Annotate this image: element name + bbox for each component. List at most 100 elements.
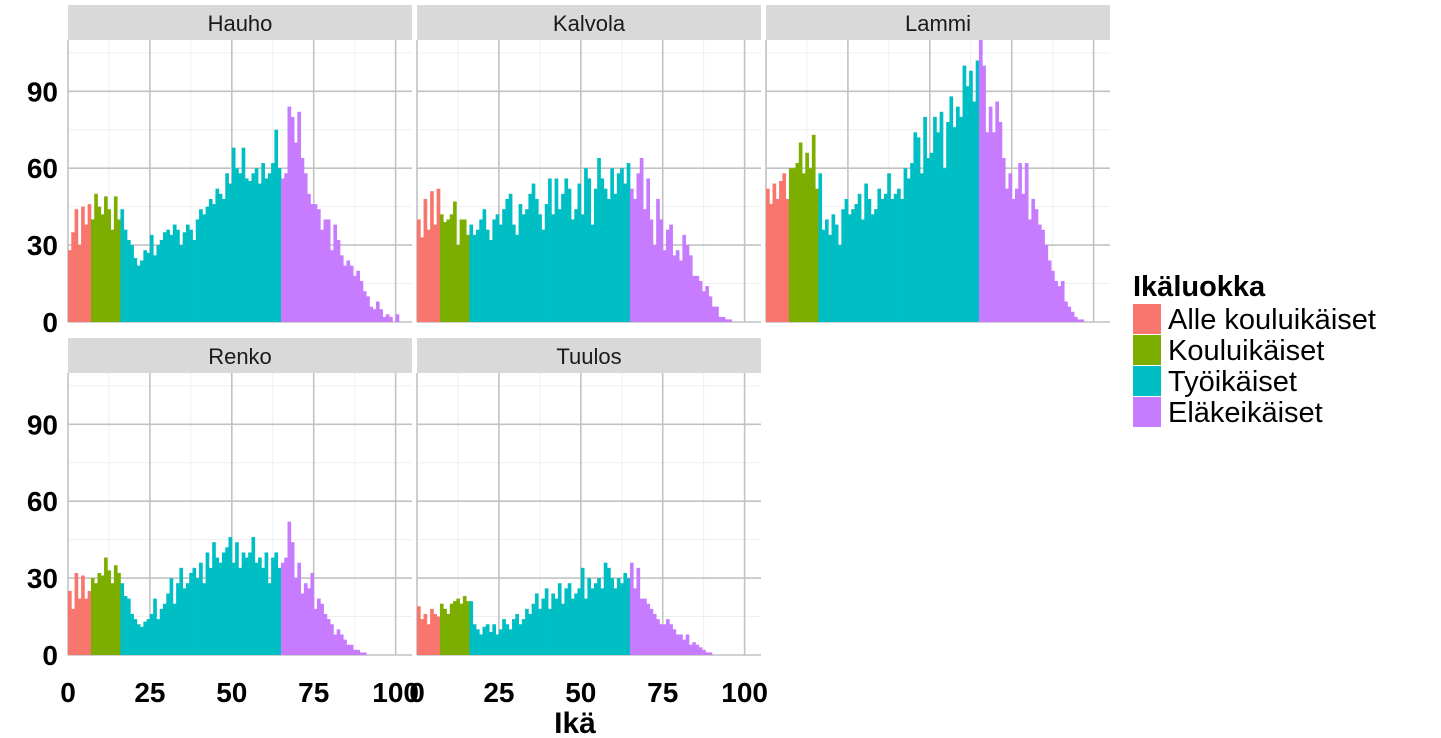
facet-strip: [68, 338, 412, 373]
histogram-bar: [512, 224, 516, 322]
histogram-bar: [238, 567, 243, 655]
histogram-bar: [528, 613, 533, 655]
histogram-bar: [310, 572, 315, 655]
histogram-bar: [218, 562, 223, 655]
histogram-bar: [323, 219, 328, 322]
histogram-bar: [375, 301, 380, 322]
histogram-bar: [277, 567, 282, 655]
histogram-bar: [975, 60, 980, 322]
legend-item-label: Kouluikäiset: [1168, 335, 1324, 367]
histogram-bar: [544, 588, 549, 655]
histogram-bar: [782, 173, 787, 322]
histogram-bar: [202, 214, 206, 322]
histogram-bar: [795, 163, 800, 322]
histogram-bar: [613, 588, 618, 655]
legend-swatch: [1133, 304, 1161, 334]
histogram-bar: [303, 173, 308, 322]
histogram-bar: [123, 229, 128, 322]
histogram-bar: [330, 624, 334, 655]
histogram-bar: [679, 634, 683, 655]
histogram-bar: [838, 245, 842, 322]
histogram-bar: [779, 181, 783, 322]
histogram-bar: [436, 616, 441, 655]
histogram-bar: [636, 173, 641, 322]
histogram-bar: [241, 147, 246, 322]
histogram-bar: [867, 198, 872, 322]
x-tick-label: 0: [409, 677, 425, 708]
histogram-bar: [433, 224, 438, 322]
histogram-bar: [561, 603, 565, 655]
histogram-bar: [185, 224, 190, 322]
histogram-bar: [942, 168, 947, 322]
histogram-bar: [815, 188, 819, 322]
histogram-bar: [439, 603, 444, 655]
histogram-bar: [143, 621, 148, 655]
histogram-bar: [805, 152, 809, 322]
histogram-bar: [267, 583, 272, 655]
histogram-bar: [531, 603, 536, 655]
histogram-bar: [199, 562, 203, 655]
histogram-bar: [264, 552, 269, 655]
histogram-bar: [333, 634, 338, 655]
histogram-bar: [271, 557, 275, 655]
histogram-bar: [808, 168, 813, 322]
histogram-bar: [343, 639, 347, 655]
histogram-bar: [649, 219, 654, 322]
histogram-bar: [117, 219, 121, 322]
histogram-bar: [854, 204, 859, 322]
x-tick-label: 50: [565, 677, 596, 708]
histogram-bar: [495, 214, 500, 322]
histogram-bar: [159, 608, 164, 655]
histogram-bar: [77, 245, 82, 322]
histogram-bar: [90, 219, 95, 322]
histogram-bar: [841, 209, 846, 322]
histogram-bar: [261, 163, 265, 322]
histogram-bar: [567, 188, 572, 322]
histogram-bar: [1014, 188, 1019, 322]
histogram-bar: [244, 178, 249, 322]
histogram-bar: [880, 198, 885, 322]
y-tick-label: 30: [27, 230, 58, 261]
histogram-bar: [1024, 163, 1029, 322]
histogram-bar: [883, 193, 888, 322]
histogram-bar: [192, 239, 197, 322]
histogram-bar: [199, 209, 203, 322]
histogram-bar: [97, 572, 102, 655]
histogram-bar: [300, 593, 305, 655]
histogram-bar: [492, 624, 497, 655]
histogram-bar: [433, 613, 438, 655]
histogram-bar: [320, 229, 324, 322]
histogram-bar: [698, 647, 703, 655]
facet-panels: Hauho Kalvola Lammi Renko Tuulos: [67, 5, 1110, 656]
histogram-bar: [643, 209, 647, 322]
histogram-bar: [133, 619, 138, 655]
histogram-bar: [626, 578, 631, 655]
histogram-bar: [498, 629, 503, 655]
histogram-bar: [554, 178, 559, 322]
histogram-bar: [528, 193, 533, 322]
histogram-bar: [420, 237, 424, 322]
histogram-bar: [346, 644, 351, 655]
histogram-bar: [847, 214, 852, 322]
histogram-bar: [366, 296, 370, 322]
histogram-bar: [669, 624, 673, 655]
histogram-bar: [864, 183, 868, 322]
facet-strip-label: Renko: [208, 344, 272, 369]
histogram-bar: [665, 229, 670, 322]
histogram-bar: [228, 537, 233, 655]
histogram-bar: [449, 603, 454, 655]
histogram-bar: [153, 255, 157, 322]
histogram-bar: [362, 652, 367, 655]
histogram-bar: [469, 601, 474, 655]
histogram-bar: [179, 245, 184, 322]
histogram-bar: [772, 183, 777, 322]
histogram-bar: [1070, 311, 1075, 322]
histogram-bar: [221, 552, 226, 655]
histogram-bar: [557, 209, 562, 322]
legend-item-label: Eläkeikäiset: [1168, 397, 1323, 429]
histogram-bar: [182, 232, 187, 322]
histogram-bar: [728, 319, 732, 322]
legend-item-label: Alle kouluikäiset: [1168, 304, 1376, 336]
histogram-bar: [117, 572, 121, 655]
